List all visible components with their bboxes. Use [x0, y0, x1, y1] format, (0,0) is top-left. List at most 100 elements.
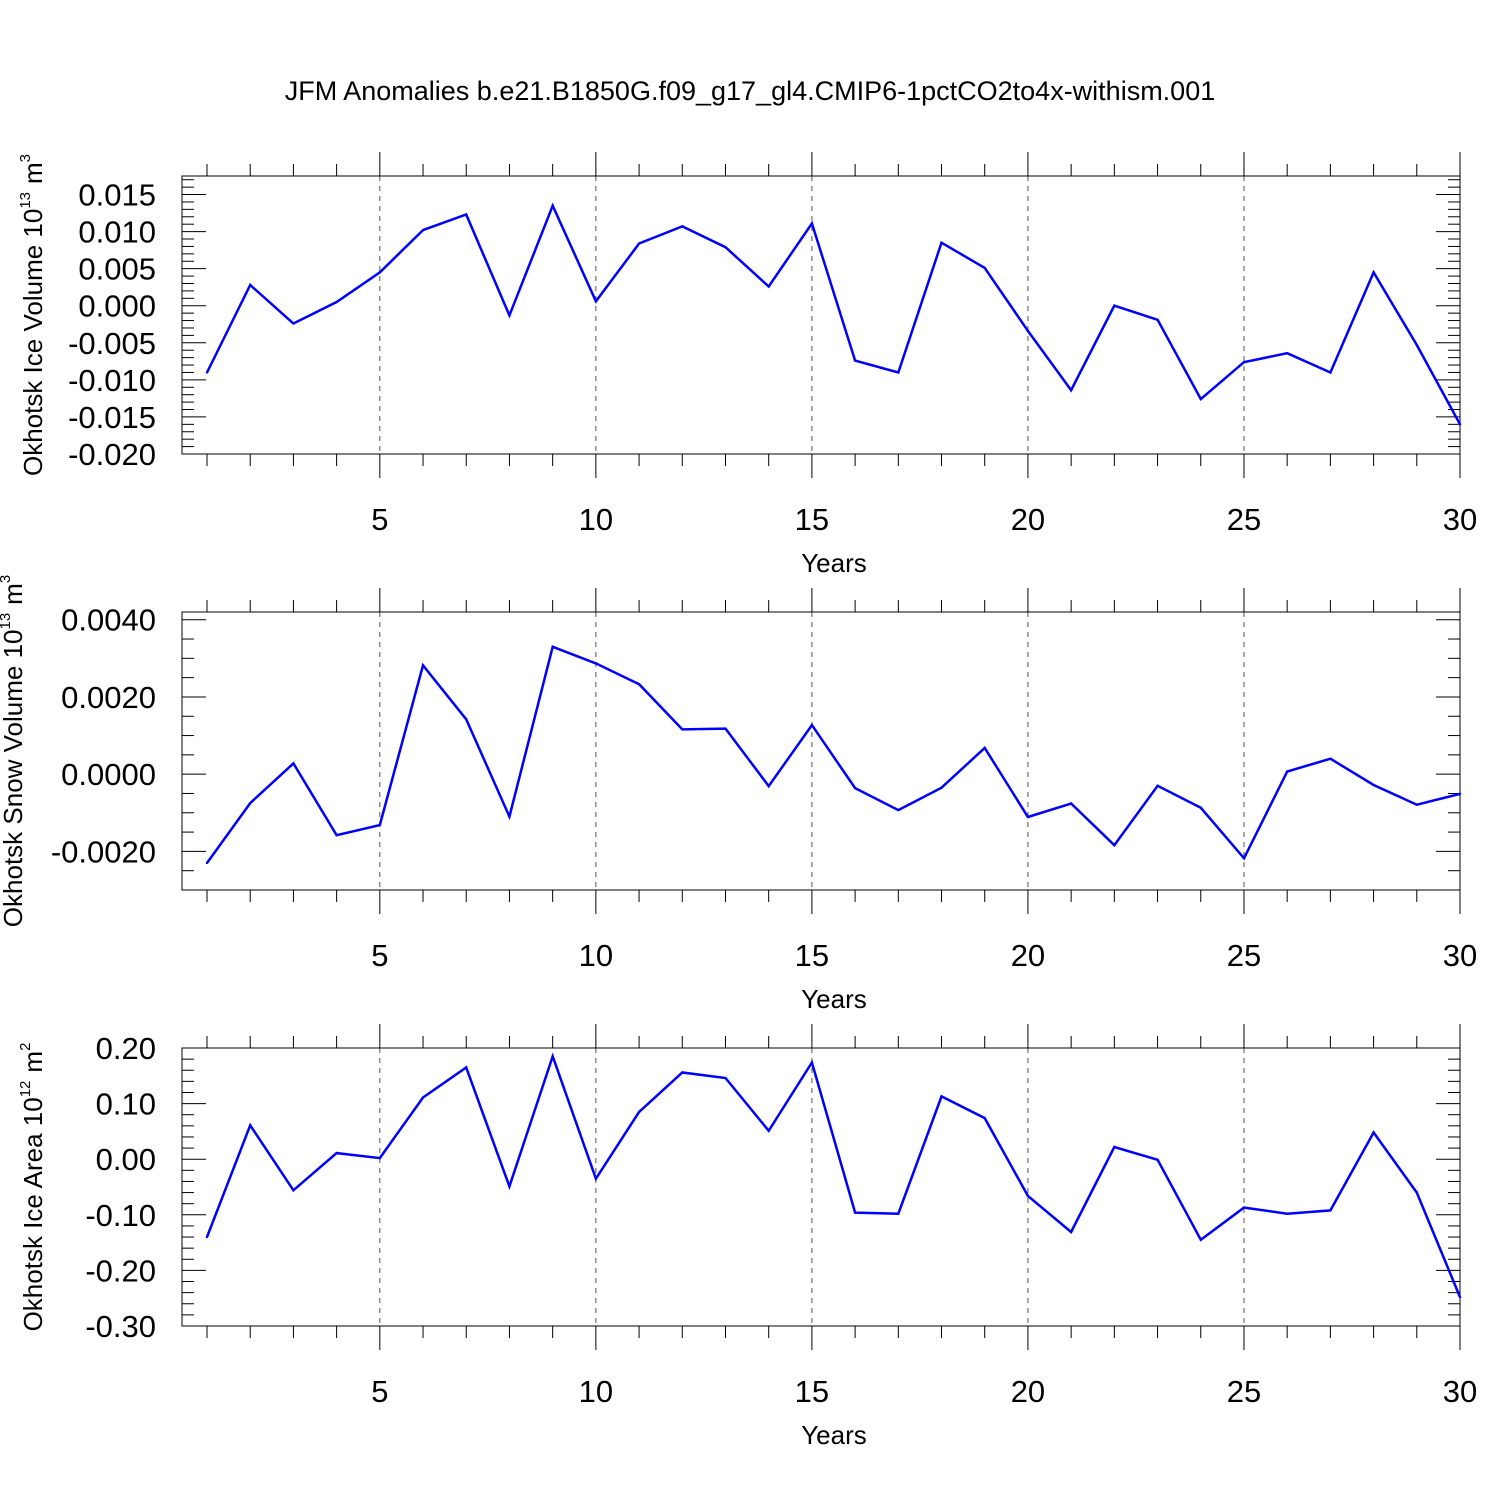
data-point [421, 228, 425, 232]
y-tick-label: -0.0020 [51, 834, 156, 869]
data-point [637, 683, 641, 686]
data-point [724, 727, 727, 730]
series-line [205, 645, 1461, 864]
data-point [637, 1110, 641, 1114]
data-point [1372, 783, 1375, 787]
data-point [853, 786, 857, 790]
y-tick-label: 0.00 [96, 1142, 156, 1177]
data-point [681, 1071, 684, 1074]
data-point [292, 762, 295, 765]
x-tick-label: 10 [579, 502, 613, 537]
data-point [983, 746, 986, 750]
panel-1: 5 10 15 20 25 30 Years -0.020-0.015-0.010-0.005… [17, 152, 1477, 578]
panel-3: 5 10 15 20 25 30 Years -0.30 -0.20 -0.10 0.00 0.10 0… [17, 1024, 1477, 1450]
data-point [292, 322, 295, 325]
data-point [1113, 304, 1116, 307]
y-tick-label: 0.0000 [61, 757, 156, 792]
data-point [724, 245, 727, 249]
x-tick-label: 25 [1227, 1374, 1261, 1409]
data-point [1199, 1238, 1202, 1242]
y-axis-title: Okhotsk Ice Volume 1013 m3 [17, 154, 48, 476]
y-tick-label: 0.10 [96, 1087, 156, 1122]
data-point [983, 1116, 986, 1120]
data-point [508, 314, 511, 317]
data-point [853, 359, 857, 362]
data-point [1329, 1209, 1332, 1212]
y-tick-label: -0.10 [85, 1198, 156, 1233]
y-axis-title-unit: m [18, 162, 48, 184]
data-point [940, 241, 943, 244]
data-point [681, 728, 684, 731]
data-point [1458, 423, 1462, 426]
data-point [1113, 844, 1116, 847]
y-tick-label: -0.020 [68, 437, 156, 472]
data-point [508, 1185, 511, 1188]
data-point [1458, 792, 1462, 796]
series-line [205, 202, 1462, 425]
data-point [1285, 1212, 1289, 1215]
data-point [1415, 803, 1418, 806]
data-point [1458, 1295, 1462, 1299]
data-point [983, 266, 986, 270]
data-point [335, 1151, 338, 1155]
x-axis-title: Years [801, 984, 867, 1014]
data-point [205, 371, 209, 374]
data-point [767, 1129, 770, 1133]
y-tick-label: 0.000 [78, 289, 156, 324]
data-point [1069, 389, 1073, 392]
panels: 5 10 15 20 25 30Years-0.020-0.015-0.010-0.005… [0, 152, 1477, 1450]
data-point [1199, 397, 1202, 401]
data-point [205, 861, 209, 865]
y-axis-title-text: Okhotsk Ice Area 10 [18, 1097, 48, 1331]
y-tick-label: 0.015 [78, 178, 156, 213]
data-point [378, 823, 382, 827]
y-axis-title-unit-exponent: 2 [17, 1043, 34, 1051]
data-point [378, 1156, 382, 1160]
data-point [940, 1095, 943, 1098]
x-tick-label: 25 [1227, 938, 1261, 973]
plot-frame [181, 175, 1461, 455]
data-point [1285, 770, 1289, 773]
data-point [1242, 360, 1246, 364]
x-axis-title: Years [801, 548, 867, 578]
x-tick-label: 30 [1443, 1374, 1477, 1409]
x-tick-label: 10 [579, 1374, 613, 1409]
data-point [508, 815, 511, 818]
x-tick-label: 30 [1443, 502, 1477, 537]
data-point [1329, 757, 1332, 760]
y-axis-title: Okhotsk Snow Volume 1013 m3 [0, 575, 28, 927]
x-tick-label: 5 [371, 1374, 388, 1409]
data-point [551, 1055, 554, 1058]
data-point [1156, 318, 1159, 322]
data-point [1199, 806, 1202, 809]
panel-2: 5 10 15 20 25 30 Years -0.0020 0.0000 0.0020 0.004… [0, 575, 1477, 1014]
y-tick-label: 0.20 [96, 1031, 156, 1066]
data-point [1242, 1206, 1246, 1209]
data-point [249, 801, 252, 805]
data-point [594, 1177, 598, 1180]
data-point [1415, 1191, 1418, 1194]
data-point [767, 784, 770, 788]
series-line [205, 1052, 1462, 1298]
data-point [292, 1189, 295, 1192]
data-point [1026, 1194, 1030, 1198]
x-tick-label: 30 [1443, 938, 1477, 973]
data-point [551, 204, 554, 207]
data-point [249, 283, 252, 287]
x-tick-label: 15 [795, 502, 829, 537]
plot-frame [181, 1047, 1461, 1327]
data-point [1113, 1145, 1116, 1149]
data-point [1069, 1230, 1073, 1234]
y-tick-label: 0.010 [78, 215, 156, 250]
y-axis-title: Okhotsk Ice Area 1012 m2 [17, 1043, 48, 1332]
data-point [465, 213, 468, 216]
data-point [335, 300, 338, 304]
y-tick-label: -0.010 [68, 363, 156, 398]
data-point [205, 1235, 209, 1239]
data-point [421, 664, 425, 667]
y-axis-title-unit: m [0, 583, 28, 605]
data-point [465, 1066, 468, 1069]
x-tick-label: 5 [371, 502, 388, 537]
data-point [1026, 329, 1030, 333]
